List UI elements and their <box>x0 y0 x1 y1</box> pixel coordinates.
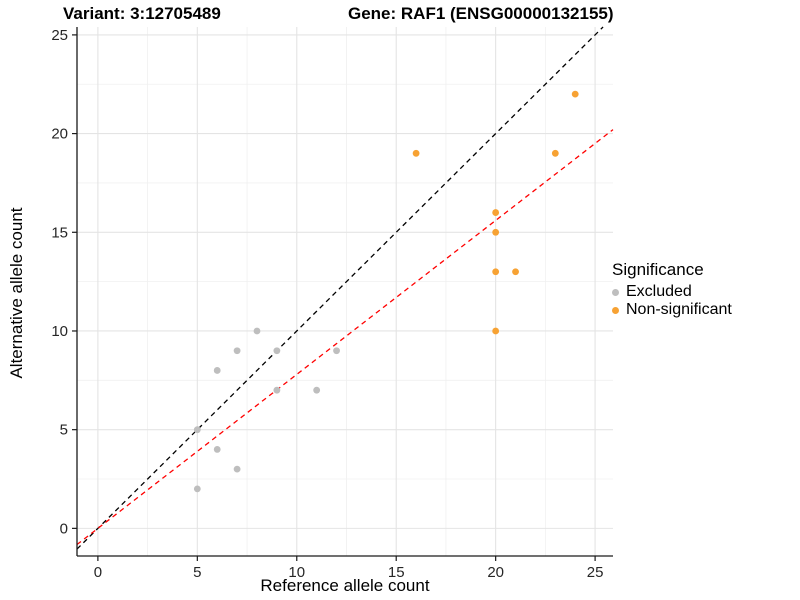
y-tick-label: 20 <box>51 126 68 143</box>
data-point-non-significant <box>571 90 579 98</box>
identity-line <box>76 26 604 550</box>
x-tick-label: 10 <box>288 564 305 581</box>
legend-item-label: Non-significant <box>626 301 732 318</box>
data-point-non-significant <box>512 268 519 276</box>
legend-item-excluded: Excluded <box>612 283 732 301</box>
gene-title: Gene: RAF1 (ENSG00000132155) <box>348 4 614 23</box>
fit-line <box>76 129 614 546</box>
legend: Significance Excluded Non-significant <box>612 260 732 319</box>
variant-title: Variant: 3:12705489 <box>63 4 221 23</box>
legend-item-non-significant: Non-significant <box>612 301 732 319</box>
data-point-non-significant <box>412 149 420 157</box>
data-point-non-significant <box>551 149 559 157</box>
data-point-excluded <box>313 386 321 394</box>
data-point-excluded <box>213 367 221 374</box>
y-tick-label: 25 <box>51 27 68 44</box>
data-point-excluded <box>213 446 221 453</box>
data-point-non-significant <box>492 327 500 335</box>
data-point-excluded <box>253 327 261 335</box>
data-point-excluded <box>193 426 201 434</box>
x-tick-label: 15 <box>388 564 405 581</box>
data-point-excluded <box>193 485 201 493</box>
data-point-excluded <box>273 347 281 355</box>
x-tick-label: 0 <box>94 564 102 581</box>
non-significant-dot-icon <box>612 306 619 314</box>
data-point-non-significant <box>492 209 500 216</box>
data-point-non-significant <box>492 228 500 236</box>
x-axis-title: Reference allele count <box>260 576 430 595</box>
y-tick-label: 15 <box>51 224 68 241</box>
data-point-excluded <box>333 347 340 355</box>
x-tick-label: 5 <box>193 564 201 581</box>
data-point-non-significant <box>492 268 500 276</box>
x-tick-label: 25 <box>587 564 604 581</box>
plot-panel <box>77 27 613 556</box>
excluded-dot-icon <box>612 288 619 296</box>
data-point-excluded <box>233 347 241 355</box>
y-axis-title: Alternative allele count <box>7 207 26 379</box>
legend-item-label: Excluded <box>626 283 692 300</box>
y-tick-label: 10 <box>51 323 68 340</box>
y-tick-label: 0 <box>60 520 68 537</box>
data-point-excluded <box>273 386 281 394</box>
data-point-excluded <box>233 465 241 473</box>
x-tick-label: 20 <box>487 564 504 581</box>
legend-title: Significance <box>612 260 704 279</box>
y-tick-label: 5 <box>60 422 68 439</box>
